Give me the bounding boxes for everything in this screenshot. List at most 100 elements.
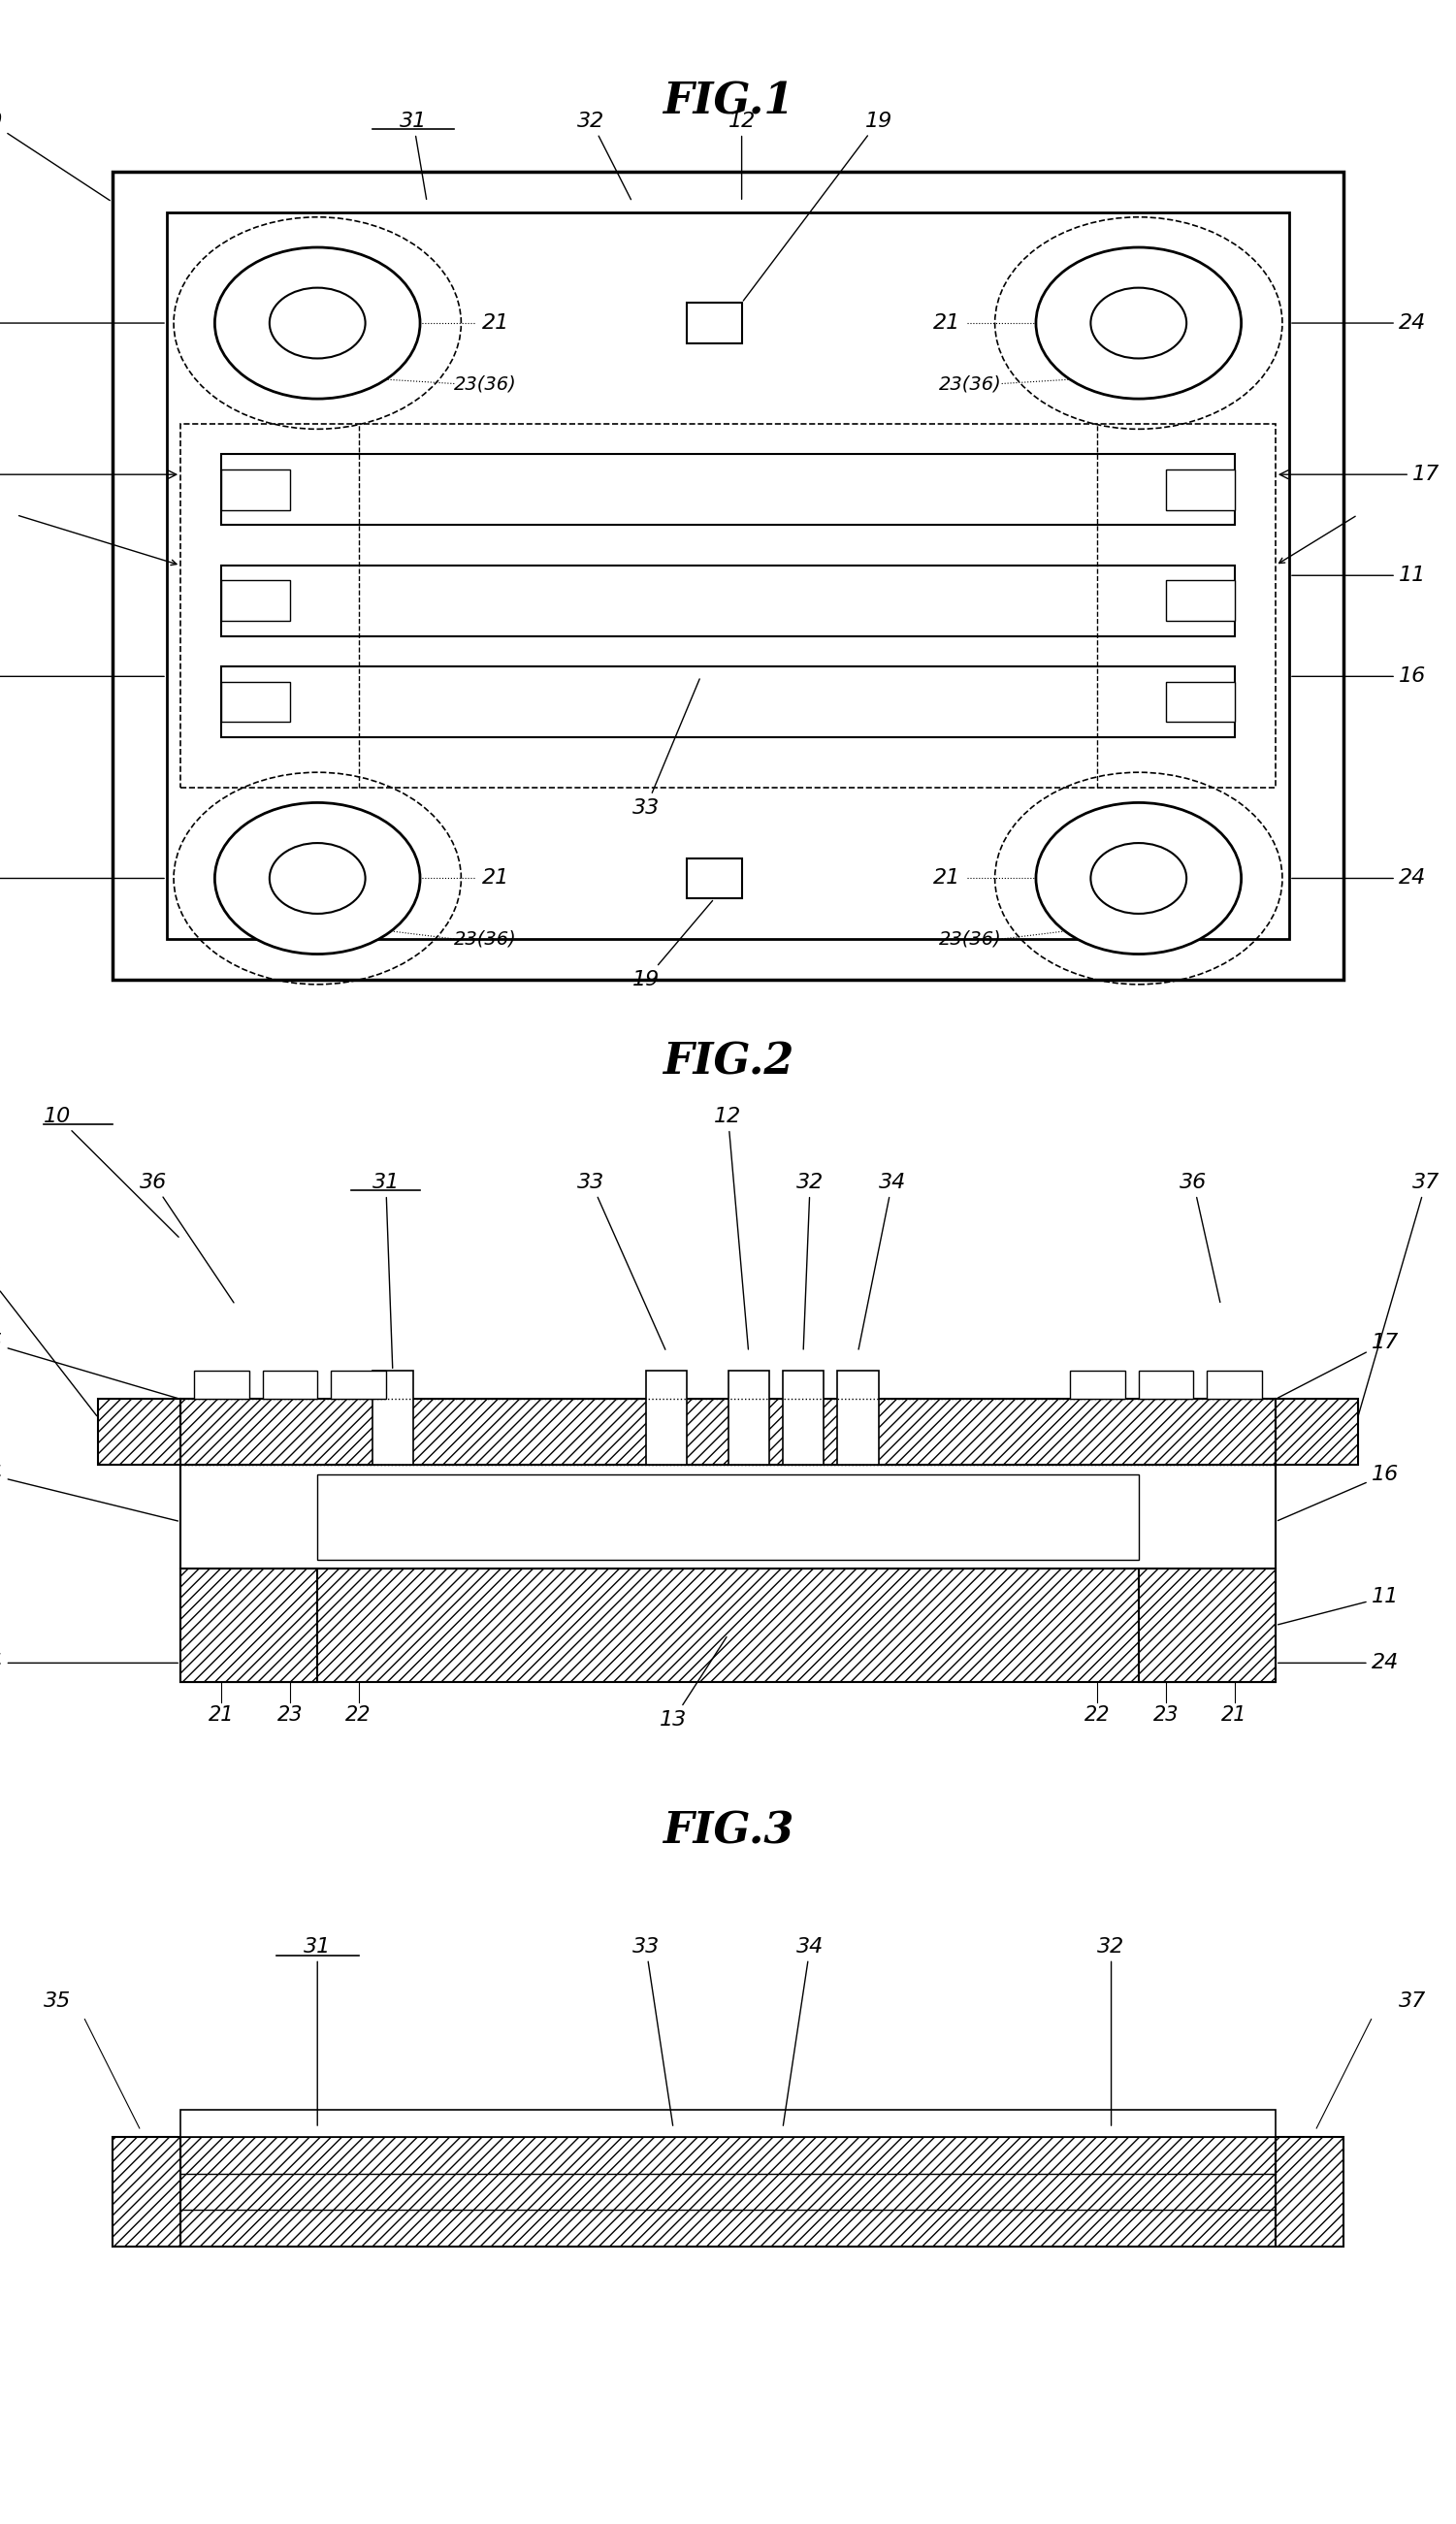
- Text: 33: 33: [632, 1936, 673, 2125]
- Text: FIG.2: FIG.2: [662, 1040, 794, 1083]
- Text: 24: 24: [1278, 1653, 1399, 1673]
- Text: 31: 31: [304, 1936, 331, 2125]
- Bar: [181, 424, 1275, 787]
- Bar: [1207, 1371, 1262, 1398]
- Text: 24: 24: [0, 1653, 178, 1673]
- Bar: [167, 212, 1289, 939]
- Text: 23: 23: [277, 1706, 303, 1724]
- Text: 37: 37: [1399, 1991, 1425, 2012]
- Circle shape: [269, 288, 365, 358]
- Text: 11: 11: [1291, 565, 1425, 586]
- Bar: [262, 1371, 317, 1398]
- Text: 16: 16: [1291, 666, 1425, 687]
- Text: 17: 17: [1280, 464, 1440, 485]
- Text: 21: 21: [933, 868, 961, 888]
- Text: 34: 34: [859, 1174, 906, 1350]
- Text: 13: 13: [660, 1638, 727, 1729]
- Text: 24: 24: [0, 868, 165, 888]
- Text: 21: 21: [482, 313, 510, 333]
- Text: FIG.1: FIG.1: [662, 81, 794, 124]
- Bar: [99, 1398, 181, 1464]
- Text: 33: 33: [578, 1174, 665, 1350]
- Text: 19: 19: [632, 901, 712, 989]
- Bar: [1166, 581, 1235, 621]
- Text: 32: 32: [1098, 1936, 1125, 2125]
- Text: 17: 17: [1278, 1333, 1399, 1398]
- Text: 24: 24: [1291, 868, 1425, 888]
- Circle shape: [1035, 247, 1241, 399]
- Text: 23(36): 23(36): [939, 374, 1002, 394]
- Text: 21: 21: [933, 313, 961, 333]
- Bar: [112, 172, 1344, 979]
- Bar: [221, 454, 1235, 525]
- Bar: [1070, 1371, 1125, 1398]
- Bar: [728, 1371, 769, 1464]
- Circle shape: [214, 803, 421, 954]
- Text: FIG.3: FIG.3: [662, 1810, 794, 1853]
- Bar: [194, 1371, 249, 1398]
- Bar: [1139, 1398, 1275, 1681]
- Text: 31: 31: [399, 111, 427, 199]
- Text: 16: 16: [1278, 1464, 1399, 1519]
- Text: 24: 24: [0, 313, 165, 333]
- Text: 12: 12: [715, 1106, 748, 1350]
- Text: 22: 22: [1085, 1706, 1111, 1724]
- Bar: [221, 681, 290, 722]
- Text: 23(36): 23(36): [454, 929, 517, 949]
- Text: 22: 22: [345, 1706, 371, 1724]
- Bar: [837, 1371, 878, 1464]
- Text: 23: 23: [1153, 1706, 1179, 1724]
- Text: 11: 11: [1278, 1588, 1399, 1625]
- Text: 10: 10: [44, 1106, 179, 1237]
- Text: 34: 34: [783, 1936, 824, 2125]
- Circle shape: [269, 843, 365, 914]
- Bar: [1166, 469, 1235, 510]
- Bar: [317, 1474, 1139, 1560]
- Bar: [181, 2110, 1275, 2138]
- Circle shape: [1091, 843, 1187, 914]
- Bar: [687, 303, 741, 343]
- Circle shape: [214, 247, 421, 399]
- Bar: [646, 1371, 687, 1464]
- Text: 31: 31: [373, 1174, 399, 1368]
- Text: 36: 36: [140, 1174, 234, 1302]
- Text: 24: 24: [1291, 313, 1425, 333]
- Bar: [1275, 1398, 1357, 1464]
- Bar: [1275, 2138, 1344, 2246]
- Bar: [181, 1398, 1275, 1464]
- Text: 21: 21: [1222, 1706, 1248, 1724]
- Text: 19: 19: [744, 111, 893, 300]
- Bar: [112, 2138, 181, 2246]
- Text: 23(36): 23(36): [939, 929, 1002, 949]
- Text: 35: 35: [44, 1991, 71, 2012]
- Bar: [181, 1398, 317, 1681]
- Bar: [181, 1464, 1275, 1570]
- Bar: [181, 2138, 1275, 2246]
- Text: 32: 32: [796, 1174, 824, 1350]
- Bar: [331, 1371, 386, 1398]
- Bar: [1166, 681, 1235, 722]
- Text: 21: 21: [482, 868, 510, 888]
- Text: 10: 10: [0, 111, 109, 199]
- Bar: [1139, 1371, 1194, 1398]
- Text: 32: 32: [578, 111, 630, 199]
- Bar: [783, 1371, 824, 1464]
- Bar: [221, 581, 290, 621]
- Bar: [221, 469, 290, 510]
- Text: 33: 33: [632, 679, 699, 818]
- Bar: [373, 1371, 414, 1464]
- Text: 14: 14: [0, 1464, 178, 1522]
- Text: 21: 21: [208, 1706, 234, 1724]
- Text: 14: 14: [0, 666, 165, 687]
- Text: 23(36): 23(36): [454, 374, 517, 394]
- Text: 15: 15: [0, 1333, 178, 1398]
- Text: 36: 36: [1179, 1174, 1220, 1302]
- Circle shape: [1091, 288, 1187, 358]
- Bar: [221, 565, 1235, 636]
- Text: 12: 12: [728, 111, 756, 199]
- Circle shape: [1035, 803, 1241, 954]
- Bar: [181, 1570, 1275, 1681]
- Bar: [221, 666, 1235, 737]
- Bar: [687, 858, 741, 899]
- Text: 35: 35: [0, 1267, 96, 1416]
